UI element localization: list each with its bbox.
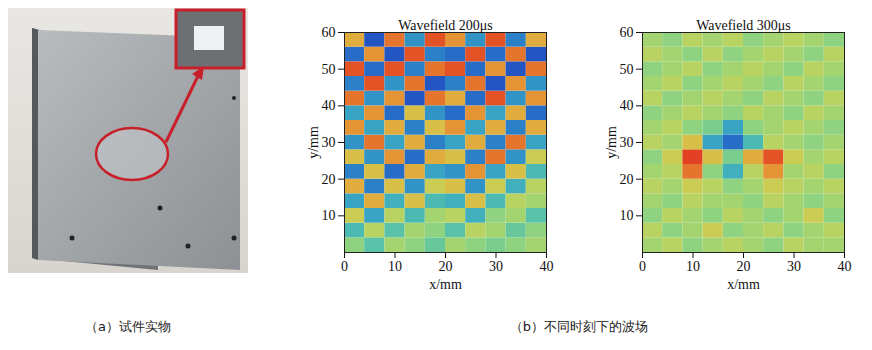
svg-text:0: 0 [341,259,348,274]
svg-text:60: 60 [322,25,336,40]
svg-text:30: 30 [322,135,336,150]
svg-text:20: 20 [322,172,336,187]
svg-text:40: 40 [838,259,852,274]
svg-text:40: 40 [322,98,336,113]
svg-text:30: 30 [620,135,634,150]
svg-text:30: 30 [787,259,801,274]
svg-text:Wavefield 200μs: Wavefield 200μs [398,18,493,33]
svg-text:10: 10 [686,259,700,274]
svg-text:20: 20 [439,259,453,274]
svg-text:Wavefield 300μs: Wavefield 300μs [696,18,791,33]
svg-text:x/mm: x/mm [727,277,760,292]
svg-text:20: 20 [737,259,751,274]
svg-text:60: 60 [620,25,634,40]
svg-text:50: 50 [322,62,336,77]
svg-text:10: 10 [322,208,336,223]
svg-text:30: 30 [489,259,503,274]
svg-text:10: 10 [620,208,634,223]
html-text:（b）不同时刻下的波场: （b）不同时刻下的波场 [509,319,649,334]
svg-text:x/mm: x/mm [429,277,462,292]
svg-text:10: 10 [388,259,402,274]
svg-text:0: 0 [639,259,646,274]
svg-text:40: 40 [620,98,634,113]
svg-text:20: 20 [620,172,634,187]
html-text:（a）试件实物: （a）试件实物 [85,319,171,334]
svg-text:40: 40 [540,259,554,274]
svg-text:y/mm: y/mm [306,126,321,159]
svg-text:50: 50 [620,62,634,77]
svg-text:y/mm: y/mm [604,126,619,159]
